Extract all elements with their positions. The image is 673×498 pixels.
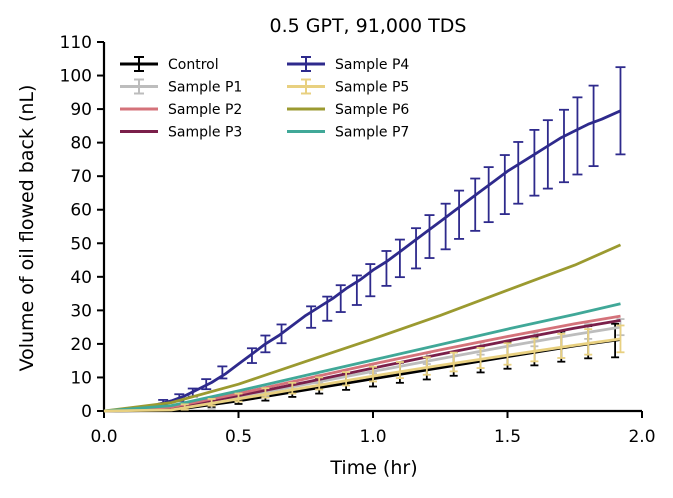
y-axis-label: Volume of oil flowed back (nL)	[16, 85, 38, 372]
series-sample-p6	[103, 243, 622, 413]
legend-label: Sample P5	[335, 80, 409, 96]
legend-item: Sample P5	[287, 78, 409, 96]
legend-label: Sample P2	[168, 102, 242, 118]
legend-label: Sample P7	[335, 125, 409, 141]
legend: Control Sample P1 Sample P2 Sample P3 Sample…	[120, 56, 409, 141]
legend-label: Sample P3	[168, 125, 242, 141]
y-tick-label: 60	[70, 201, 92, 221]
y-tick-label: 30	[70, 301, 92, 321]
x-tick-label: 0.5	[225, 427, 252, 447]
axes: 0.0 0.5 1.0 1.5 2.0 0 10 20 30 40 50 60 70 80 90 100 110	[60, 33, 656, 447]
x-tick-label: 1.0	[359, 427, 386, 447]
legend-item: Sample P3	[120, 125, 242, 141]
x-tick-label: 2.0	[628, 427, 655, 447]
legend-item: Sample P6	[287, 102, 409, 118]
y-tick-label: 10	[70, 368, 92, 388]
series-line	[103, 314, 621, 413]
legend-item: Sample P1	[120, 78, 242, 96]
y-tick-label: 80	[70, 134, 92, 154]
legend-label: Sample P1	[168, 80, 242, 96]
chart-title: 0.5 GPT, 91,000 TDS	[270, 15, 467, 37]
y-tick-label: 20	[70, 335, 92, 355]
series-line	[103, 243, 622, 413]
legend-item: Sample P7	[287, 125, 409, 141]
legend-item: Sample P2	[120, 102, 242, 118]
legend-item: Control	[120, 56, 219, 73]
series-line	[103, 337, 621, 413]
legend-label: Control	[168, 57, 219, 73]
series-sample-p2	[103, 314, 621, 413]
series-line	[157, 109, 622, 406]
legend-label: Sample P4	[335, 57, 409, 73]
x-axis-label: Time (hr)	[329, 457, 417, 479]
x-tick-label: 1.5	[494, 427, 521, 447]
series-line	[103, 302, 621, 413]
y-tick-label: 70	[70, 167, 92, 187]
y-tick-label: 0	[81, 402, 92, 422]
y-tick-label: 110	[60, 33, 92, 53]
y-tick-label: 40	[70, 268, 92, 288]
x-tick-label: 0.0	[90, 427, 117, 447]
y-tick-label: 90	[70, 100, 92, 120]
series-sample-p7	[103, 302, 621, 413]
series-sample-p4	[157, 66, 626, 407]
legend-label: Sample P6	[335, 102, 409, 118]
plot-area	[103, 66, 626, 413]
y-tick-label: 50	[70, 234, 92, 254]
y-tick-label: 100	[60, 67, 92, 87]
legend-item: Sample P4	[287, 56, 409, 73]
series-sample-p5	[103, 324, 625, 413]
